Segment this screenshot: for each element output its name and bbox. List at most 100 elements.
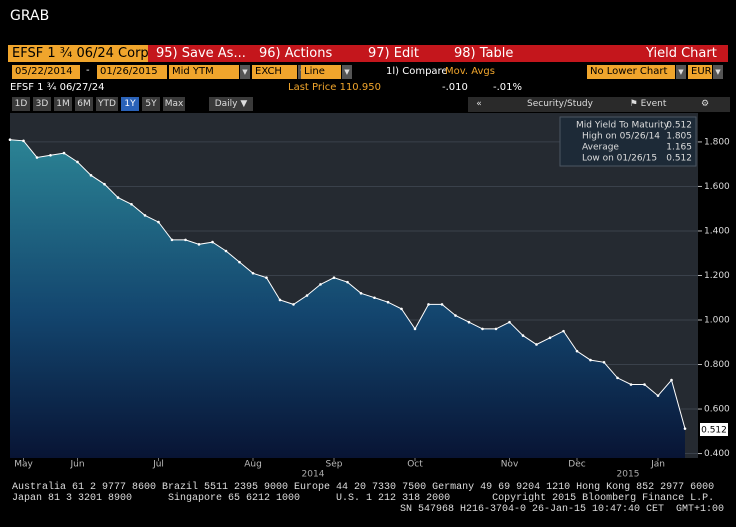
point	[211, 240, 214, 244]
toolbar-button[interactable]: 97) Edit	[364, 45, 423, 62]
period-button[interactable]: 5Y	[142, 97, 160, 111]
point	[494, 327, 498, 331]
lower-chart-select[interactable]: No Lower Chart	[587, 65, 675, 79]
y-tick-label: 0.600	[704, 405, 730, 415]
last-value-box	[700, 423, 728, 436]
point	[49, 153, 52, 157]
dropdown[interactable]: ▼	[240, 65, 250, 79]
point	[400, 307, 403, 311]
x-tick-label: Nov	[501, 460, 519, 470]
point	[548, 336, 552, 340]
period-button[interactable]: 6M	[75, 97, 93, 111]
x-tick-label: Jul	[152, 460, 164, 470]
area-fill	[10, 139, 685, 458]
period-button[interactable]: YTD	[96, 97, 118, 111]
x-tick-label: Jan	[650, 460, 665, 470]
source-select[interactable]: EXCH	[252, 65, 297, 79]
point	[76, 160, 79, 164]
x-tick-label: Sep	[326, 460, 343, 470]
last-value-label: 0.512	[701, 426, 727, 436]
footer-line: Australia 61 2 9777 8600 Brazil 5511 239…	[12, 482, 715, 493]
period-button[interactable]: 3D	[33, 97, 51, 111]
point	[656, 394, 660, 397]
x-tick-label: May	[14, 460, 33, 470]
year-label: 2015	[617, 470, 640, 480]
footer-line: Japan 81 3 3201 8900 Singapore 65 6212 1…	[12, 493, 715, 504]
point	[602, 360, 606, 364]
frequency-select[interactable]: Daily ▼	[209, 97, 253, 111]
toolbar-button[interactable]: 95) Save As...	[152, 45, 250, 62]
x-tick-label: Aug	[244, 460, 262, 470]
point	[589, 358, 592, 362]
point	[413, 327, 417, 331]
point	[508, 320, 511, 324]
security-field[interactable]: EFSF 1 ¾ 06/24 Corp	[8, 45, 148, 62]
point	[157, 220, 160, 224]
point	[643, 383, 646, 386]
change: -.010	[442, 82, 468, 93]
legend-value: 1.165	[666, 143, 692, 153]
point	[62, 151, 66, 155]
point	[265, 276, 268, 280]
point	[116, 196, 120, 199]
style-select[interactable]: Line	[301, 65, 341, 79]
period-button[interactable]: 1Y	[121, 97, 139, 111]
pct-change: -.01%	[493, 82, 523, 93]
point	[292, 303, 295, 306]
point	[35, 156, 39, 159]
point	[184, 238, 187, 242]
point	[427, 303, 430, 306]
toolbar-button[interactable]: 96) Actions	[255, 45, 337, 62]
point	[440, 303, 444, 306]
point	[251, 271, 255, 275]
start-date[interactable]: 05/22/2014	[12, 65, 80, 79]
y-tick-label: 1.400	[704, 226, 730, 236]
dropdown[interactable]: ▼	[342, 65, 352, 79]
dropdown[interactable]: ▼	[676, 65, 686, 79]
period-button[interactable]: Max	[163, 97, 185, 111]
point	[22, 139, 25, 143]
point	[319, 283, 322, 286]
point	[238, 260, 241, 264]
point	[197, 243, 201, 246]
period-button[interactable]: 1M	[54, 97, 72, 111]
date-separator: -	[86, 65, 90, 76]
settings-button[interactable]: ⚙	[695, 97, 715, 111]
point	[467, 320, 471, 324]
point	[143, 214, 147, 217]
point	[130, 202, 133, 206]
compare-option[interactable]: Mov. Avgs	[445, 66, 495, 77]
point	[170, 238, 174, 242]
security-study-button[interactable]: Security/Study	[520, 97, 600, 111]
point	[670, 378, 673, 382]
legend-label: Mid Yield To Maturity	[576, 121, 670, 131]
y-tick-label: 0.800	[704, 360, 730, 370]
currency-select[interactable]: EUR	[688, 65, 712, 79]
end-date[interactable]: 01/26/2015	[97, 65, 167, 79]
frequency-label: Daily	[214, 99, 238, 109]
collapse-button[interactable]: «	[470, 97, 488, 111]
point	[373, 296, 376, 300]
point	[359, 291, 363, 295]
y-tick-label: 1.800	[704, 137, 730, 147]
y-tick-label: 1.000	[704, 316, 730, 326]
point	[8, 138, 12, 142]
x-tick-label: Jun	[69, 460, 84, 470]
dropdown[interactable]: ▼	[713, 65, 723, 79]
point	[386, 300, 390, 304]
field-select[interactable]: Mid YTM	[169, 65, 239, 79]
period-button[interactable]: 1D	[12, 97, 30, 111]
point	[454, 314, 457, 317]
toolbar-button[interactable]: 98) Table	[450, 45, 518, 62]
y-tick-label: 1.200	[704, 271, 730, 281]
event-button[interactable]: ⚑ Event	[618, 97, 678, 111]
legend-value: 1.805	[666, 132, 692, 142]
legend-value: 0.512	[666, 121, 692, 131]
point	[575, 349, 579, 353]
point	[332, 276, 336, 280]
point	[683, 427, 687, 430]
y-tick-label: 0.400	[704, 449, 730, 459]
legend-label: High on 05/26/14	[582, 132, 660, 142]
